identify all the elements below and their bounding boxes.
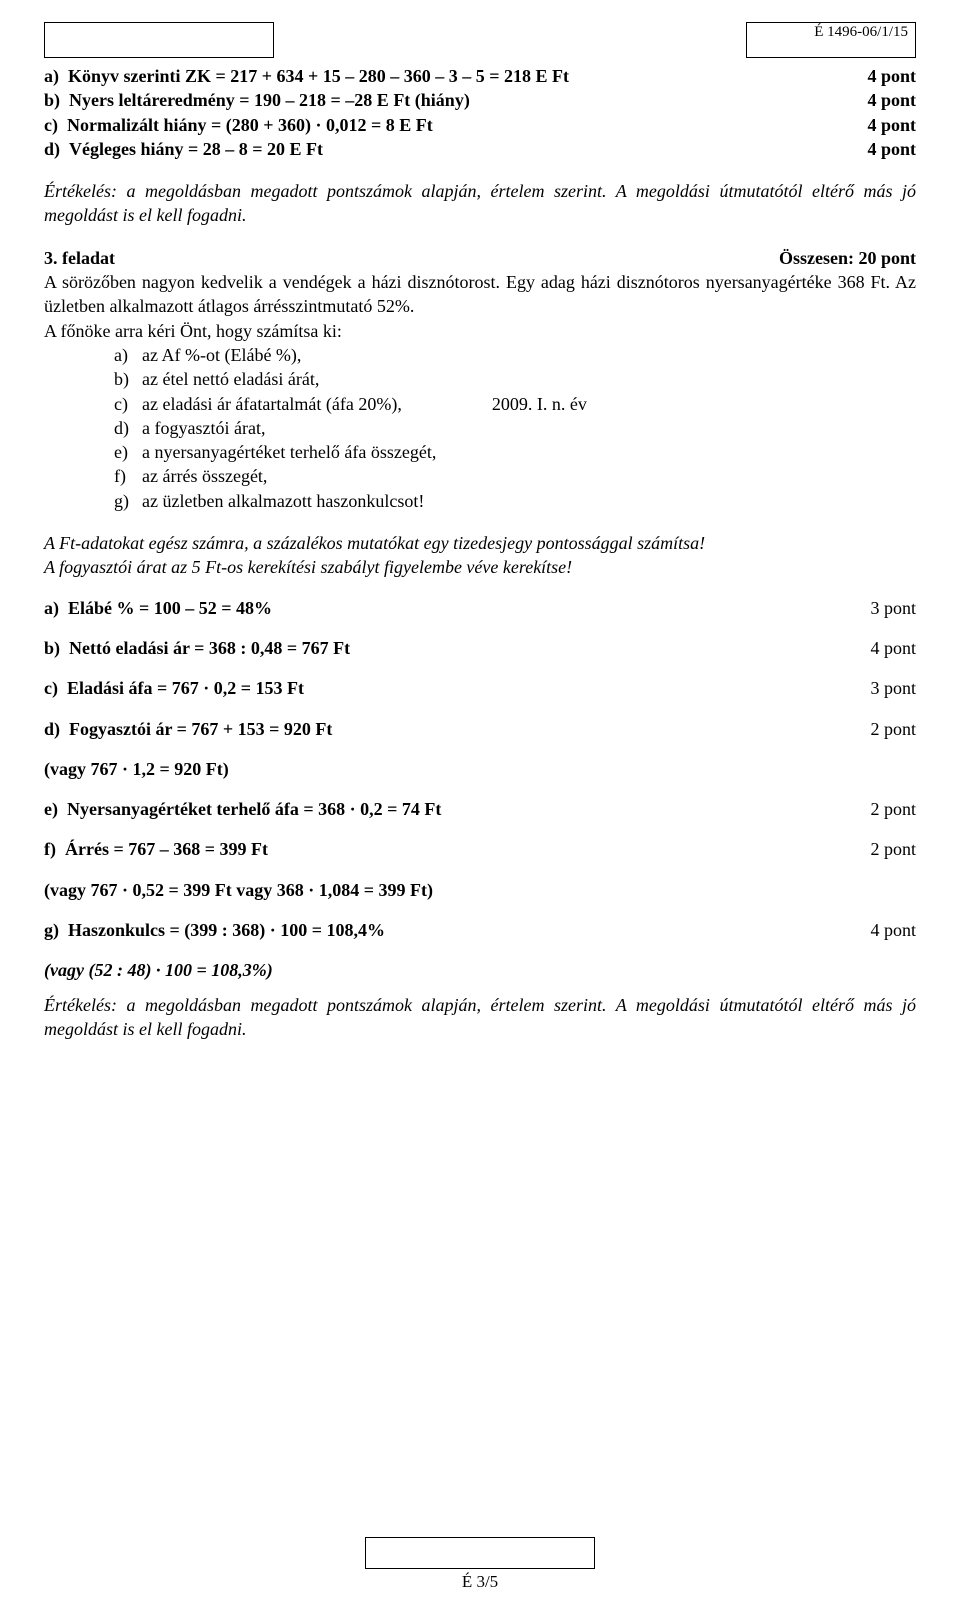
- answer-line: a) Könyv szerinti ZK = 217 + 634 + 15 – …: [44, 64, 851, 88]
- list-item: c)az eladási ár áfatartalmát (áfa 20%),2…: [114, 392, 916, 416]
- footer-box: [365, 1537, 595, 1569]
- task3-lead: A főnöke arra kéri Önt, hogy számítsa ki…: [44, 319, 916, 343]
- answers-block: a) Elábé % = 100 – 52 = 48% 3 pont b) Ne…: [44, 596, 916, 983]
- points: 2 pont: [854, 717, 916, 741]
- answer-line: d) Végleges hiány = 28 – 8 = 20 E Ft: [44, 137, 851, 161]
- header-row: [44, 22, 916, 58]
- answer-alt: (vagy 767 · 0,52 = 399 Ft vagy 368 · 1,0…: [44, 878, 900, 902]
- answer-line: f) Árrés = 767 – 368 = 399 Ft: [44, 837, 854, 861]
- list-item: e)a nyersanyagértéket terhelő áfa összeg…: [114, 440, 916, 464]
- task3-heading-right: Összesen: 20 pont: [763, 246, 916, 270]
- list-item: f)az árrés összegét,: [114, 464, 916, 488]
- answer-line: g) Haszonkulcs = (399 : 368) · 100 = 108…: [44, 918, 854, 942]
- answer-line: c) Normalizált hiány = (280 + 360) · 0,0…: [44, 113, 851, 137]
- footer: É 3/5: [0, 1537, 960, 1594]
- list-item: g)az üzletben alkalmazott haszonkulcsot!: [114, 489, 916, 513]
- task3-intro: A sörözőben nagyon kedvelik a vendégek a…: [44, 270, 916, 319]
- answer-line: c) Eladási áfa = 767 · 0,2 = 153 Ft: [44, 676, 854, 700]
- points: 4 pont: [851, 64, 916, 88]
- points: 3 pont: [854, 596, 916, 620]
- list-item: a)az Af %-ot (Elábé %),: [114, 343, 916, 367]
- task3-note2: A fogyasztói árat az 5 Ft-os kerekítési …: [44, 555, 916, 579]
- answer-line: a) Elábé % = 100 – 52 = 48%: [44, 596, 854, 620]
- answer-line: e) Nyersanyagértéket terhelő áfa = 368 ·…: [44, 797, 854, 821]
- points: 4 pont: [854, 636, 916, 660]
- points: 4 pont: [851, 88, 916, 112]
- answer-line: b) Nettó eladási ár = 368 : 0,48 = 767 F…: [44, 636, 854, 660]
- list-item: d)a fogyasztói árat,: [114, 416, 916, 440]
- task3-heading: 3. feladat Összesen: 20 pont: [44, 246, 916, 270]
- task3-heading-left: 3. feladat: [44, 246, 763, 270]
- year-note: 2009. I. n. év: [402, 394, 587, 414]
- points: 2 pont: [854, 837, 916, 861]
- answer-alt: (vagy (52 : 48) · 100 = 108,3%): [44, 958, 900, 982]
- answer-alt: (vagy 767 · 1,2 = 920 Ft): [44, 757, 900, 781]
- task3-note1: A Ft-adatokat egész számra, a százalékos…: [44, 531, 916, 555]
- answer-line: b) Nyers leltáreredmény = 190 – 218 = –2…: [44, 88, 851, 112]
- list-item: b)az étel nettó eladási árát,: [114, 367, 916, 391]
- header-box-left: [44, 22, 274, 58]
- top-answers-block: a) Könyv szerinti ZK = 217 + 634 + 15 – …: [44, 64, 916, 161]
- answer-line: d) Fogyasztói ár = 767 + 153 = 920 Ft: [44, 717, 854, 741]
- points: 2 pont: [854, 797, 916, 821]
- points: 4 pont: [851, 113, 916, 137]
- points: 4 pont: [851, 137, 916, 161]
- points: 3 pont: [854, 676, 916, 700]
- footer-page-number: É 3/5: [0, 1571, 960, 1594]
- points: 4 pont: [854, 918, 916, 942]
- document-id: É 1496-06/1/15: [814, 22, 908, 42]
- task3-items: a)az Af %-ot (Elábé %), b)az étel nettó …: [44, 343, 916, 513]
- evaluation-note: Értékelés: a megoldásban megadott pontsz…: [44, 179, 916, 228]
- evaluation-note-2: Értékelés: a megoldásban megadott pontsz…: [44, 993, 916, 1042]
